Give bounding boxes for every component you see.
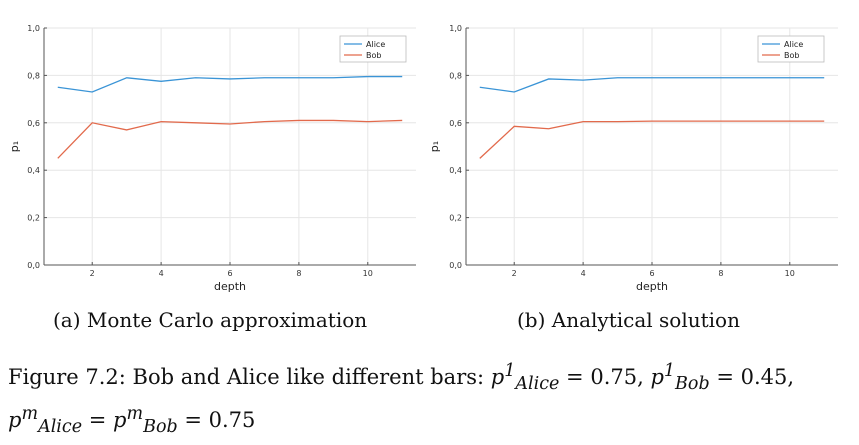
p-alice-symbol: p1Alice bbox=[490, 361, 560, 395]
p-m-value: 0.75 bbox=[208, 408, 256, 433]
y-tick-label: 0,8 bbox=[27, 71, 40, 80]
y-tick-label: 0,2 bbox=[27, 214, 40, 223]
x-tick-label: 6 bbox=[227, 269, 232, 278]
legend-box bbox=[339, 35, 407, 63]
x-tick-label: 8 bbox=[718, 269, 723, 278]
y-tick-label: 0,6 bbox=[27, 119, 40, 128]
x-tick-label: 4 bbox=[159, 269, 164, 278]
y-tick-label: 0,6 bbox=[449, 119, 462, 128]
y-tick-label: 0,4 bbox=[449, 166, 462, 175]
subcaption-analytical: (b) Analytical solution bbox=[517, 308, 740, 332]
x-axis-label: depth bbox=[636, 280, 668, 293]
legend-label-bob: Bob bbox=[784, 51, 799, 60]
legend-label-alice: Alice bbox=[366, 40, 385, 49]
p-bob-symbol: p1Bob bbox=[650, 361, 710, 395]
x-tick-label: 10 bbox=[785, 269, 795, 278]
subcaption-monte-carlo: (a) Monte Carlo approximation bbox=[53, 308, 368, 332]
p-bob-value: 0.45 bbox=[740, 365, 788, 389]
y-tick-label: 0,2 bbox=[449, 214, 462, 223]
figure-caption-text: Figure 7.2: Bob and Alice like different… bbox=[8, 365, 485, 389]
x-tick-label: 4 bbox=[581, 269, 586, 278]
x-axis-label: depth bbox=[214, 280, 246, 293]
x-tick-label: 8 bbox=[296, 269, 301, 278]
y-axis-label: p₁ bbox=[8, 141, 21, 152]
y-tick-label: 0,4 bbox=[27, 166, 40, 175]
x-tick-label: 2 bbox=[512, 269, 517, 278]
p-alice-value: 0.75 bbox=[590, 365, 638, 389]
series-line-bob bbox=[479, 120, 825, 159]
y-axis-label: p₁ bbox=[428, 141, 441, 152]
chart-monte-carlo: 0,0 0,2 0,4 0,6 0,8 1,0 2 4 6 8 10 depth p₁ Alice Bob bbox=[8, 24, 416, 293]
x-tick-label: 6 bbox=[649, 269, 654, 278]
figure-caption: Figure 7.2: Bob and Alice like different… bbox=[8, 361, 795, 438]
p-bob-m-symbol: pmBob bbox=[113, 404, 178, 438]
series-line-bob bbox=[57, 119, 403, 159]
legend-label-alice: Alice bbox=[784, 40, 803, 49]
chart-analytical: 0,0 0,2 0,4 0,6 0,8 1,0 2 4 6 8 10 depth p₁ Alice Bob bbox=[428, 24, 838, 293]
y-tick-label: 1,0 bbox=[449, 24, 462, 33]
series-line-alice bbox=[479, 77, 825, 93]
y-tick-label: 1,0 bbox=[27, 24, 40, 33]
x-tick-label: 10 bbox=[363, 269, 373, 278]
legend-label-bob: Bob bbox=[366, 51, 381, 60]
legend-box bbox=[757, 35, 825, 63]
x-tick-label: 2 bbox=[90, 269, 95, 278]
series-line-alice bbox=[57, 75, 403, 93]
p-alice-m-symbol: pmAlice bbox=[8, 404, 83, 438]
y-tick-label: 0,0 bbox=[27, 261, 40, 270]
y-tick-label: 0,8 bbox=[449, 71, 462, 80]
y-tick-label: 0,0 bbox=[449, 261, 462, 270]
